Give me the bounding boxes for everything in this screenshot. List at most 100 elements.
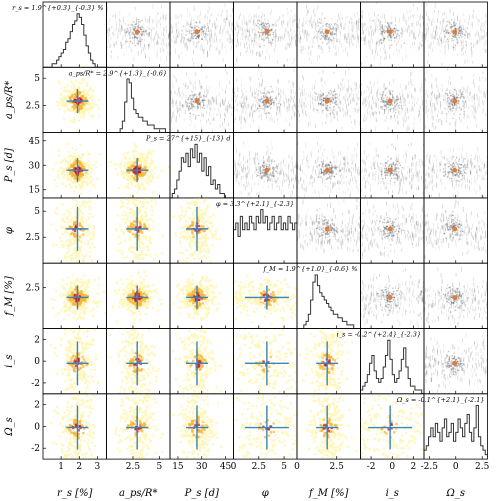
panel-rs-aps — [106, 1, 171, 68]
truth-marker — [264, 29, 270, 35]
truth-marker — [387, 98, 393, 104]
ytick-label: 15 — [29, 186, 41, 196]
truth-marker — [264, 98, 270, 104]
ytick-label: 2 — [34, 335, 40, 345]
xlabel-is: i_s — [386, 488, 399, 499]
xtick-label: -2 — [367, 462, 376, 472]
panel-Os-fM: 0 2.5 — [294, 393, 361, 472]
panel-phi-fM — [296, 197, 361, 264]
ytick-label: 2.5 — [26, 233, 41, 243]
xtick-label: 2.5 — [126, 462, 141, 472]
ytick-label: 45 — [29, 137, 41, 147]
panel-fM-rs: 2.5 — [26, 262, 107, 329]
truth-marker — [387, 167, 393, 173]
ytick-label: 5 — [34, 74, 40, 84]
panel-aps-is — [360, 66, 425, 134]
xtick-label: 0 — [294, 462, 300, 472]
xtick-label: 30 — [196, 462, 208, 472]
truth-marker — [452, 29, 458, 35]
xtick-label: 2.5 — [475, 462, 490, 472]
ytick-label: 2.5 — [26, 284, 41, 294]
hist-rs — [43, 13, 107, 68]
hist-is — [360, 339, 424, 394]
panel-fM-phi — [233, 262, 298, 329]
panel-phi-aps — [106, 197, 171, 264]
truth-marker — [324, 98, 330, 104]
title-rs: r_s = 1.9^{+0.3}_{-0.3} % — [12, 4, 103, 12]
panel-aps-Os — [423, 66, 488, 134]
truth-marker — [452, 167, 458, 173]
panel-fM-aps — [106, 262, 171, 329]
panel-rs-Os — [423, 1, 488, 68]
ytick-label: -2 — [31, 379, 40, 389]
panel-fM-Ps — [169, 262, 234, 329]
truth-marker — [452, 98, 458, 104]
ylabel-fM: f_M [%] — [4, 276, 15, 317]
ylabel-phi: φ — [4, 227, 15, 234]
panel-phi-Ps — [169, 197, 234, 264]
panel-phi-rs: 2.55 — [26, 197, 107, 264]
panel-aps-rs: 2.55 — [26, 66, 107, 134]
xtick-label: 0 — [231, 462, 237, 472]
truth-marker — [194, 29, 200, 35]
ylabel-is: i_s — [4, 354, 15, 367]
ytick-label: -2 — [31, 444, 40, 454]
panel-Ps-rs: 15 30 45 — [29, 132, 107, 199]
ylabel-aps: a_ps/R* — [4, 81, 15, 119]
xtick-label: 5 — [281, 462, 287, 472]
ytick-label: 0 — [34, 357, 40, 367]
panel-is-Ps — [169, 328, 234, 395]
panel-Os-aps: 2.5 5 — [106, 393, 171, 472]
hist-fM — [297, 274, 361, 329]
xlabel-fM: f_M [%] — [308, 488, 349, 499]
panel-is-Os — [423, 328, 488, 395]
title-phi: φ = 3.3^{+2.1}_{-2.3} — [216, 200, 294, 208]
panel-is-phi — [233, 328, 298, 395]
ytick-label: 0 — [34, 422, 40, 432]
xtick-label: 3 — [95, 462, 101, 472]
truth-marker — [324, 167, 330, 173]
panel-Os-rs: 1 2 3 -2 0 2 — [31, 393, 107, 472]
truth-marker — [264, 167, 270, 173]
truth-marker — [387, 29, 393, 35]
ytick-label: 2 — [34, 401, 40, 411]
xlabel-aps: a_ps/R* — [119, 488, 157, 499]
truth-marker — [452, 295, 458, 300]
panel-aps-phi — [233, 66, 298, 134]
panel-Ps-is — [360, 132, 425, 199]
xtick-label: 2.5 — [330, 462, 345, 472]
panel-Ps-Ps: P_s = 27^{+15}_{-13} d — [145, 132, 234, 199]
truth-marker — [134, 29, 140, 35]
hist-Os — [424, 405, 488, 456]
hist-aps — [106, 78, 170, 133]
panel-phi-phi: φ = 3.3^{+2.1}_{-2.3} — [216, 197, 298, 264]
panel-aps-Ps — [169, 66, 234, 134]
panel-Ps-phi — [233, 132, 298, 199]
panel-phi-is — [360, 197, 425, 264]
xtick-label: 2 — [76, 462, 82, 472]
panel-fM-fM: f_M = 1.9^{+1.0}_{-0.6} % — [262, 262, 361, 329]
xtick-label: 2.5 — [252, 462, 267, 472]
truth-marker — [387, 295, 393, 300]
truth-marker — [452, 360, 458, 366]
ylabel-Ps: P_s [d] — [4, 148, 15, 183]
truth-marker — [194, 98, 200, 104]
xlabel-phi: φ — [262, 488, 269, 499]
title-Ps: P_s = 27^{+15}_{-13} d — [145, 135, 230, 143]
panel-is-aps — [106, 328, 171, 395]
title-is: i_s = -0.2^{+2.4}_{-2.3} — [337, 331, 421, 339]
hist-phi — [233, 209, 297, 237]
panel-Ps-Os — [423, 132, 488, 199]
panel-Ps-fM — [296, 132, 361, 199]
panel-is-is: i_s = -0.2^{+2.4}_{-2.3} — [337, 328, 425, 395]
hist-Ps — [170, 143, 234, 198]
truth-marker — [452, 226, 458, 232]
panel-rs-Ps — [169, 1, 234, 68]
xtick-label: 1 — [58, 462, 64, 472]
panel-fM-is — [360, 262, 425, 329]
panel-Os-Os: Ω_s = -0.1^{+2.1}_{-2.1} -2.5 0 2.5 — [396, 393, 490, 472]
panel-rs-rs: r_s = 1.9^{+0.3}_{-0.3} % — [12, 1, 107, 68]
title-Os: Ω_s = -0.1^{+2.1}_{-2.1} — [396, 396, 485, 404]
xtick-label: 5 — [157, 462, 163, 472]
